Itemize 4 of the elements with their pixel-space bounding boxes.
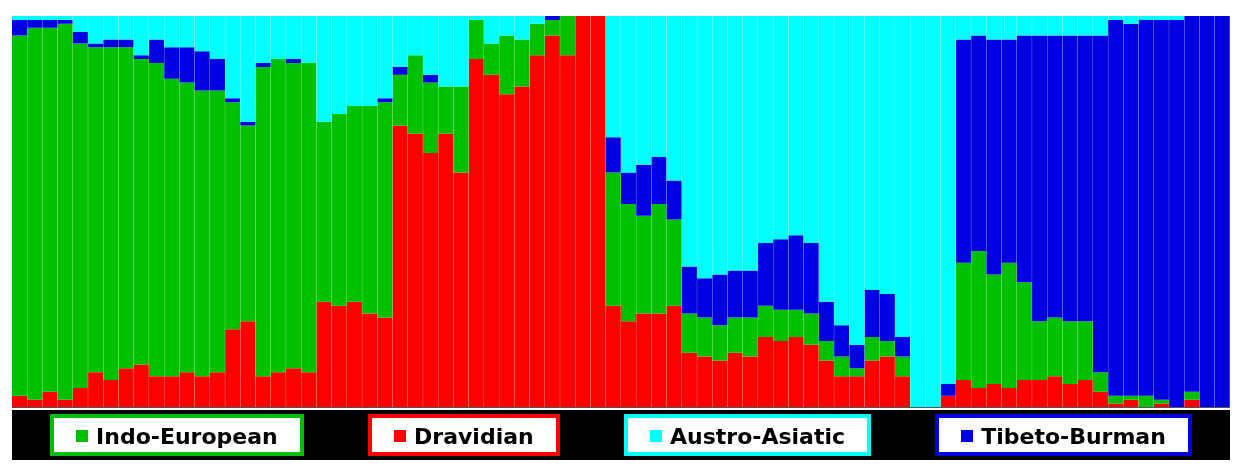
legend-label: Austro-Asiatic	[670, 423, 846, 448]
legend-label: Dravidian	[414, 423, 534, 448]
legend-label: Tibeto-Burman	[981, 423, 1166, 448]
legend-label: Indo-European	[96, 423, 278, 448]
